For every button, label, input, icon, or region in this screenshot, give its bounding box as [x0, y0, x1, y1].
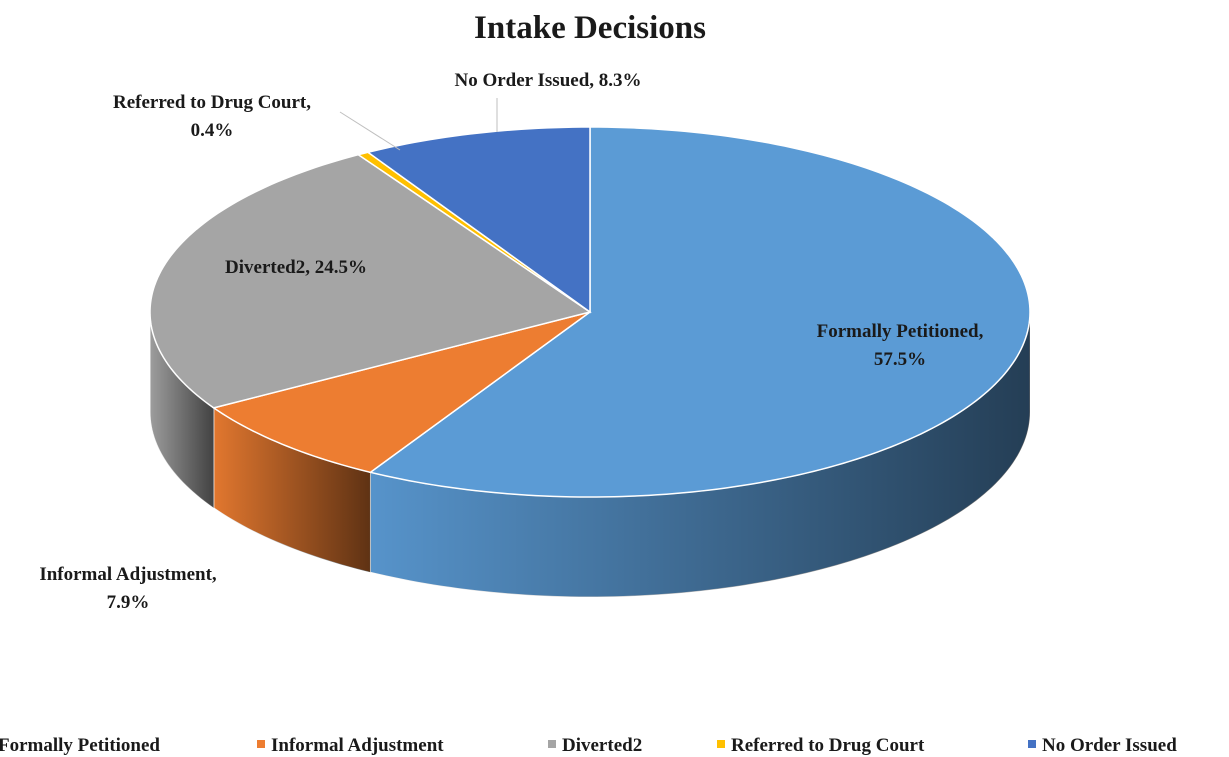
data-label-line: Formally Petitioned, — [817, 321, 984, 342]
legend-marker — [1028, 740, 1036, 748]
data-labels: Formally Petitioned, 57.5% Informal Adjust… — [39, 70, 983, 613]
data-label-line: 57.5% — [874, 349, 926, 370]
legend-label: Diverted2 — [562, 735, 642, 756]
data-label: Diverted2, 24.5% — [225, 257, 367, 278]
data-label: No Order Issued, 8.3% — [454, 70, 641, 91]
pie-slice — [368, 126, 1031, 498]
data-label-line: Referred to Drug Court, — [113, 92, 311, 113]
pie-slice — [366, 126, 591, 314]
pie-side-shade — [370, 312, 1030, 597]
pie-slice — [211, 311, 591, 474]
legend-label: Formally Petitioned — [0, 735, 160, 756]
legend-label: No Order Issued — [1042, 735, 1177, 756]
legend: Formally Petitioned Informal Adjustment Di… — [0, 735, 1177, 756]
data-label-line: 0.4% — [191, 120, 234, 141]
pie-side-shade — [150, 312, 214, 508]
leader-line — [339, 111, 401, 151]
legend-label: Informal Adjustment — [271, 735, 444, 756]
legend-marker — [717, 740, 725, 748]
pie-tops — [149, 126, 1031, 498]
pie-sides — [149, 311, 1031, 598]
pie-side-shade — [213, 407, 371, 573]
data-label: Referred to Drug Court, 0.4% — [113, 92, 311, 141]
data-label-line: Informal Adjustment, — [39, 564, 217, 585]
legend-label: Referred to Drug Court — [731, 735, 925, 756]
data-label-line: No Order Issued, 8.3% — [454, 70, 641, 91]
data-label-line: 7.9% — [107, 592, 150, 613]
chart-title: Intake Decisions — [474, 10, 706, 46]
legend-marker — [548, 740, 556, 748]
pie-slice — [149, 153, 592, 409]
legend-marker — [257, 740, 265, 748]
data-label: Formally Petitioned, 57.5% — [817, 321, 984, 370]
data-label-line: Diverted2, 24.5% — [225, 257, 367, 278]
data-label: Informal Adjustment, 7.9% — [39, 564, 217, 613]
